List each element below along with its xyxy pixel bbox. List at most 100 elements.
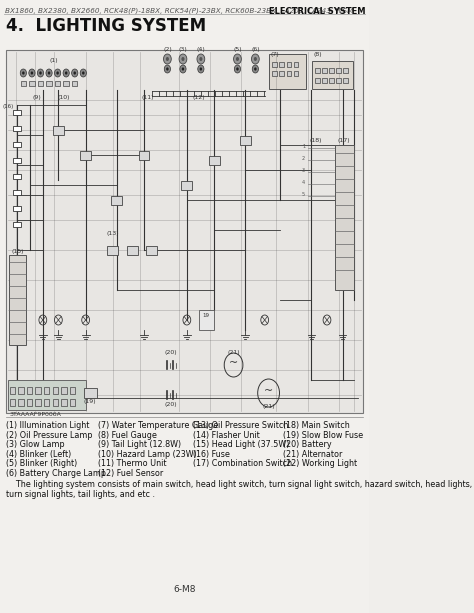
Circle shape [182, 67, 184, 70]
Circle shape [254, 57, 257, 61]
Bar [44, 387, 49, 394]
Text: BX1860, BX2380, BX2660, RCK48(P)-18BX, RCK54(P)-23BX, RCK60B-23BX, LA203, LA243,: BX1860, BX2380, BX2660, RCK48(P)-18BX, R… [5, 7, 353, 13]
Circle shape [180, 65, 186, 73]
Bar [329, 77, 334, 83]
Text: (6) Battery Charge Lamp: (6) Battery Charge Lamp [6, 468, 106, 478]
Bar [286, 70, 291, 75]
Text: (7): (7) [270, 52, 279, 57]
Text: (4) Blinker (Left): (4) Blinker (Left) [6, 449, 72, 459]
Text: (10): (10) [57, 95, 70, 100]
Text: (8) Fuel Gauge: (8) Fuel Gauge [98, 430, 157, 440]
Text: (13) Oil Pressure Switch: (13) Oil Pressure Switch [193, 421, 289, 430]
Bar [343, 77, 348, 83]
Text: (12): (12) [192, 95, 205, 100]
Bar [182, 180, 192, 189]
Text: (12) Fuel Sensor: (12) Fuel Sensor [98, 468, 164, 478]
Bar [6, 50, 363, 413]
Bar [335, 145, 354, 290]
Bar [13, 189, 21, 194]
Text: (16): (16) [2, 104, 13, 109]
Circle shape [48, 71, 50, 75]
Text: (20): (20) [165, 402, 178, 407]
Circle shape [46, 69, 52, 77]
Bar [9, 255, 27, 345]
Circle shape [164, 54, 171, 64]
Circle shape [20, 69, 27, 77]
Circle shape [236, 67, 239, 70]
Bar [13, 126, 21, 131]
Text: (18) Main Switch: (18) Main Switch [283, 421, 350, 430]
Text: 5: 5 [302, 192, 305, 197]
Bar [29, 80, 35, 85]
Text: ~: ~ [264, 386, 273, 396]
Circle shape [252, 54, 259, 64]
Bar [10, 387, 15, 394]
Bar [38, 80, 43, 85]
Text: (21): (21) [227, 350, 240, 355]
Text: (4): (4) [197, 47, 205, 52]
Circle shape [234, 65, 241, 73]
Circle shape [65, 71, 67, 75]
Bar [138, 151, 149, 159]
Circle shape [254, 67, 256, 70]
Circle shape [236, 57, 239, 61]
Bar [13, 142, 21, 147]
Bar [322, 67, 327, 72]
Bar [10, 398, 15, 406]
Circle shape [82, 71, 84, 75]
Circle shape [166, 57, 169, 61]
Circle shape [197, 54, 205, 64]
Bar [70, 398, 75, 406]
Text: (20): (20) [165, 350, 178, 355]
Circle shape [37, 69, 44, 77]
Bar [343, 67, 348, 72]
Text: (2) Oil Pressure Lamp: (2) Oil Pressure Lamp [6, 430, 93, 440]
Circle shape [31, 71, 33, 75]
Text: (2): (2) [163, 47, 172, 52]
Bar [55, 80, 60, 85]
Bar [13, 205, 21, 210]
Circle shape [55, 69, 61, 77]
Text: (6): (6) [251, 47, 260, 52]
Bar [315, 77, 320, 83]
Circle shape [166, 67, 169, 70]
Circle shape [179, 54, 187, 64]
Text: (11) Thermo Unit: (11) Thermo Unit [98, 459, 166, 468]
Circle shape [72, 69, 78, 77]
Circle shape [80, 69, 86, 77]
Text: 4.  LIGHTING SYSTEM: 4. LIGHTING SYSTEM [6, 17, 206, 35]
Bar [280, 61, 284, 66]
Bar [13, 158, 21, 162]
Text: The lighting system consists of main switch, head light switch, turn signal ligh: The lighting system consists of main swi… [6, 480, 473, 489]
Text: (8): (8) [314, 52, 322, 57]
Text: (3) Glow Lamp: (3) Glow Lamp [6, 440, 65, 449]
Bar [61, 387, 66, 394]
Text: (14) Flasher Unit: (14) Flasher Unit [193, 430, 260, 440]
Circle shape [182, 57, 184, 61]
Text: (17): (17) [338, 138, 350, 143]
Bar [312, 61, 353, 89]
Text: 6-M8: 6-M8 [173, 585, 196, 595]
Bar [273, 70, 277, 75]
Bar [21, 80, 26, 85]
Text: ELECTRICAL SYSTEM: ELECTRICAL SYSTEM [269, 7, 365, 16]
Bar [18, 398, 24, 406]
Circle shape [63, 69, 69, 77]
Bar [269, 54, 306, 89]
Circle shape [252, 65, 258, 73]
Bar [293, 61, 298, 66]
Text: (21) Alternator: (21) Alternator [283, 449, 343, 459]
Bar [18, 387, 24, 394]
Text: (15) Head Light (37.5W): (15) Head Light (37.5W) [193, 440, 290, 449]
Text: (15): (15) [12, 249, 24, 254]
Bar [280, 70, 284, 75]
Bar [13, 110, 21, 115]
Text: (1) Illumination Light: (1) Illumination Light [6, 421, 90, 430]
Text: 3TAAAAF9P006A: 3TAAAAF9P006A [9, 412, 61, 417]
Bar [337, 77, 341, 83]
Circle shape [22, 71, 25, 75]
Text: (19): (19) [84, 399, 97, 404]
Circle shape [29, 69, 35, 77]
Text: (19) Slow Blow Fuse: (19) Slow Blow Fuse [283, 430, 364, 440]
Text: 3: 3 [302, 168, 305, 173]
